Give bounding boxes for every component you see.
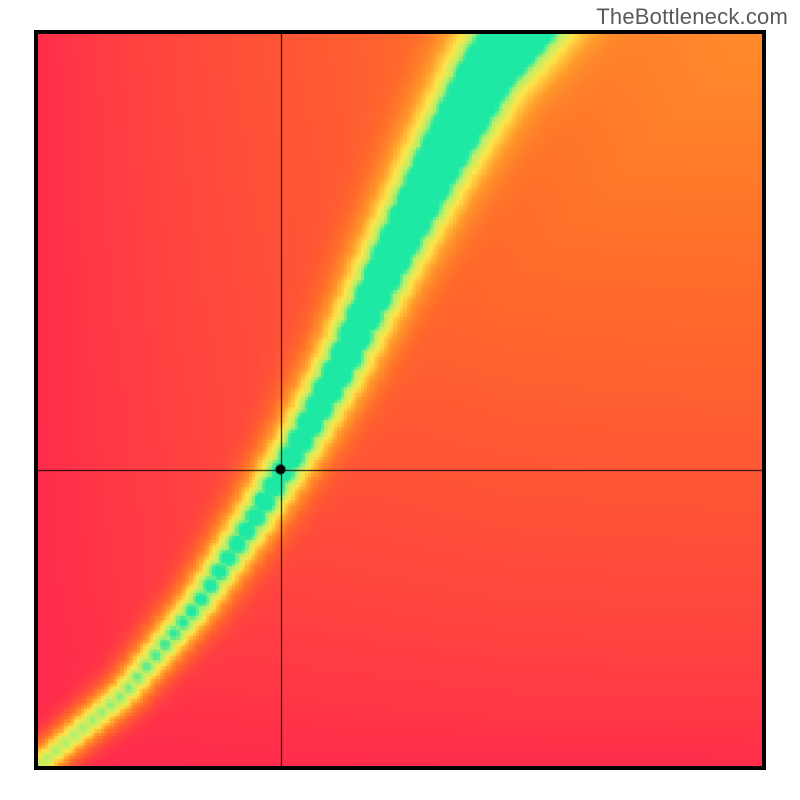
- root: TheBottleneck.com: [0, 0, 800, 800]
- watermark-text: TheBottleneck.com: [596, 4, 788, 30]
- crosshair-overlay: [38, 34, 762, 766]
